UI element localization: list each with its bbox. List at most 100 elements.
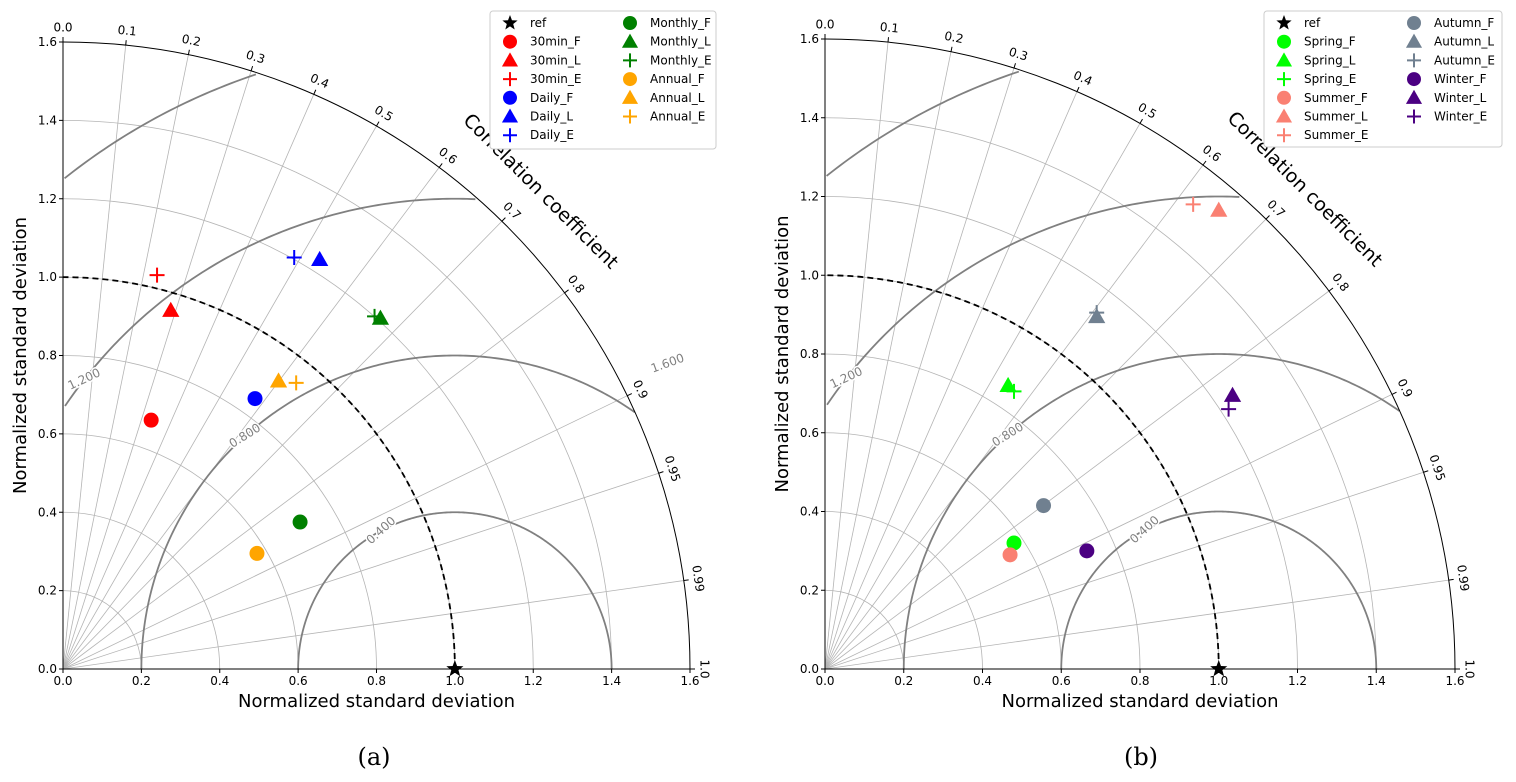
reference-std-arc [62, 276, 456, 670]
legend-marker [1275, 108, 1293, 123]
legend-marker [1276, 15, 1292, 30]
y-tick-label: 0.6 [800, 426, 819, 440]
corr-grid-line [824, 290, 1330, 670]
x-tick-label: 1.2 [1288, 674, 1307, 688]
legend-marker [502, 15, 518, 30]
data-point-30min_l [162, 301, 180, 317]
data-point-annual_l [269, 372, 288, 388]
legend-box [489, 10, 717, 150]
corr-tick-label: 1.0 [1463, 659, 1477, 678]
legend-marker [1277, 128, 1291, 143]
legend-marker [1407, 16, 1421, 30]
corr-tick-label: 0.0 [815, 18, 834, 32]
legend-marker [623, 109, 637, 124]
rms-contour [140, 354, 636, 670]
corr-tick [1391, 391, 1397, 395]
corr-tick-label: 1.0 [698, 659, 712, 678]
corr-grid-line [824, 51, 952, 670]
data-point-winter_l [1223, 386, 1242, 402]
x-tick-label: 0.6 [289, 674, 308, 688]
x-tick-label: 1.0 [1209, 674, 1228, 688]
legend-label: ref [530, 16, 547, 30]
legend-marker [1405, 33, 1423, 48]
corr-tick [376, 121, 380, 127]
corr-tick-label: 0.9 [1395, 376, 1416, 399]
std-grid-arc [62, 119, 613, 670]
x-tick-label: 0.4 [973, 674, 992, 688]
legend-label: Daily_F [530, 91, 573, 105]
std-grid-arc [824, 511, 983, 670]
taylor-diagram-b: 0.4000.8001.2001.6000.00.00.20.20.40.40.… [648, 10, 1503, 771]
x-tick-label: 1.4 [602, 674, 621, 688]
panel-label: (b) [1124, 743, 1158, 771]
rms-contour [64, 197, 476, 407]
data-point-spring_e [1006, 383, 1022, 399]
legend-marker [1277, 72, 1291, 87]
corr-tick [313, 89, 317, 95]
legend-label: Spring_F [1304, 35, 1356, 49]
legend-label: Summer_L [1304, 110, 1368, 124]
legend-marker [621, 33, 639, 48]
rms-contour [826, 195, 1240, 406]
rms-label: 0.800 [227, 421, 264, 451]
corr-tick-label: 0.5 [372, 103, 396, 125]
data-point-winter_e [1221, 401, 1237, 417]
data-point-annual_e [288, 375, 304, 391]
x-tick-label: 1.6 [1445, 674, 1464, 688]
y-tick-label: 0.8 [800, 347, 819, 361]
rms-label: 0.400 [363, 514, 398, 547]
data-point-daily_e [286, 250, 302, 266]
legend-label: Winter_E [1434, 110, 1487, 124]
corr-tick-label: 0.95 [662, 454, 684, 484]
legend-marker [623, 72, 637, 87]
rms-contour [826, 70, 1020, 177]
corr-grid-line [824, 91, 1078, 670]
corr-tick [627, 393, 633, 397]
data-point-autumn_e [1089, 305, 1105, 321]
corr-tick [1448, 578, 1454, 581]
corr-tick-label: 0.5 [1135, 100, 1159, 122]
corr-tick [683, 579, 689, 582]
corr-grid-line [62, 54, 189, 670]
y-tick-label: 0.6 [38, 427, 57, 441]
y-tick-label: 1.0 [800, 268, 819, 282]
corr-tick-label: 0.6 [1200, 142, 1224, 165]
corr-tick-label: 0.8 [565, 272, 588, 296]
legend-label: Winter_L [1434, 91, 1487, 105]
reference-point [446, 660, 464, 677]
legend-label: Autumn_E [1434, 53, 1495, 67]
rms-contour [902, 353, 1400, 670]
legend-marker [623, 53, 637, 68]
corr-tick [438, 163, 443, 168]
corr-grid-line [62, 70, 252, 670]
legend-label: Monthly_F [650, 16, 711, 30]
legend-label: Winter_F [1434, 72, 1487, 86]
y-tick-label: 1.6 [800, 32, 819, 46]
x-tick-label: 0.8 [1130, 674, 1149, 688]
x-tick-label: 0.0 [53, 674, 72, 688]
legend-label: 30min_L [530, 53, 581, 67]
legend-marker [503, 90, 517, 105]
std-grid-arc [824, 196, 1298, 670]
y-tick-label: 0.8 [38, 349, 57, 363]
x-axis-title: Normalized standard deviation [238, 691, 515, 712]
y-tick-label: 1.2 [800, 190, 819, 204]
corr-tick-label: 0.1 [879, 20, 899, 36]
corr-tick [501, 217, 506, 222]
x-axis-title: Normalized standard deviation [1001, 691, 1278, 712]
corr-grid-line [824, 218, 1267, 670]
corr-tick [950, 46, 953, 52]
data-point-autumn_f [1036, 498, 1052, 514]
data-point-summer_e [1185, 196, 1201, 212]
corr-tick-label: 0.9 [630, 378, 651, 401]
corr-grid-line [62, 395, 628, 670]
corr-grid-line [62, 292, 565, 670]
legend-marker [1277, 34, 1291, 49]
std-grid-arc [62, 511, 221, 670]
corr-tick-label: 0.4 [1071, 68, 1094, 88]
data-point-monthly_e [367, 308, 383, 324]
legend-label: Autumn_F [1434, 16, 1494, 30]
corr-tick [1202, 160, 1207, 166]
corr-tick-label: 0.2 [181, 32, 203, 50]
x-tick-label: 0.2 [132, 674, 151, 688]
